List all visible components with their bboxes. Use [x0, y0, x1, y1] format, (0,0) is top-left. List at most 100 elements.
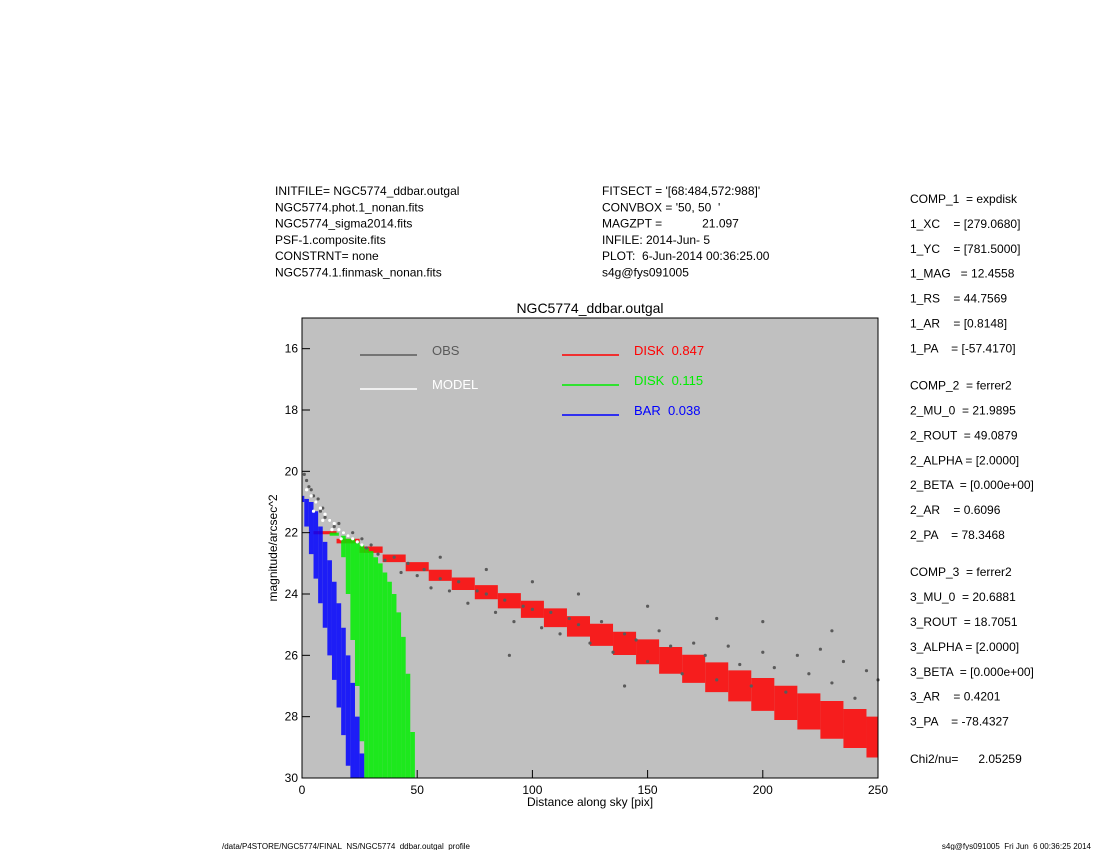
data-point	[316, 497, 320, 501]
header-middle-line: s4g@fys091005	[602, 266, 689, 280]
data-point	[447, 589, 452, 593]
fit-parameter: Chi2/nu= 2.05259	[910, 752, 1022, 766]
header-middle-line: FITSECT = '[68:484,572:988]'	[602, 184, 760, 198]
header-middle-line: INFILE: 2014-Jun- 5	[602, 233, 710, 247]
x-tick-label: 50	[411, 783, 425, 797]
fit-parameter: 2_ALPHA = [2.0000]	[910, 453, 1019, 467]
data-point	[726, 644, 730, 648]
data-point	[337, 528, 341, 532]
data-point	[715, 616, 719, 621]
data-point	[493, 610, 498, 615]
data-point	[830, 681, 834, 685]
fit-parameter: 1_PA = [-57.4170]	[910, 341, 1016, 355]
legend-label: DISK 0.115	[634, 373, 703, 388]
data-point	[332, 521, 336, 526]
x-tick-label: 200	[753, 783, 773, 797]
y-tick-label: 30	[285, 771, 299, 785]
data-point	[305, 488, 309, 492]
plot-frame	[301, 317, 879, 779]
header-left-line: PSF-1.composite.fits	[275, 233, 386, 247]
data-point	[466, 601, 470, 605]
y-tick-label: 22	[285, 526, 299, 540]
data-point	[309, 488, 313, 492]
data-point	[599, 620, 604, 624]
data-point	[761, 620, 765, 624]
data-point	[784, 690, 788, 694]
data-point	[330, 528, 334, 532]
y-tick-label: 20	[285, 464, 299, 478]
data-point	[351, 531, 355, 535]
data-point	[475, 589, 479, 593]
data-point	[818, 647, 823, 651]
fit-parameter: 1_RS = 44.7569	[910, 292, 1007, 306]
footer-right: s4g@fys091005 Fri Jun 6 00:36:25 2014	[942, 842, 1092, 850]
data-point	[646, 604, 650, 608]
x-tick-label: 250	[868, 783, 888, 797]
data-point	[376, 552, 380, 556]
data-point	[457, 580, 461, 584]
data-point	[576, 623, 581, 627]
legend-label: OBS	[432, 343, 460, 358]
data-point	[484, 567, 488, 572]
data-point	[512, 620, 516, 624]
x-tick-label: 0	[299, 783, 306, 797]
y-tick-label: 26	[285, 648, 299, 662]
data-point	[588, 641, 592, 645]
y-tick-label: 24	[285, 587, 299, 601]
data-point	[438, 577, 442, 581]
data-point	[323, 512, 327, 516]
data-point	[392, 555, 396, 559]
data-point	[657, 629, 661, 633]
data-point	[305, 478, 309, 483]
data-point	[715, 678, 719, 682]
data-point	[521, 604, 525, 608]
data-point	[669, 644, 673, 648]
data-point	[323, 515, 327, 519]
data-point	[841, 659, 846, 664]
y-tick-label: 16	[285, 342, 299, 356]
x-tick-label: 100	[522, 783, 542, 797]
data-point	[853, 696, 857, 700]
data-point	[830, 629, 834, 633]
fit-parameter: 3_ALPHA = [2.0000]	[910, 640, 1019, 654]
data-point	[311, 494, 316, 498]
data-point	[530, 580, 535, 584]
data-point	[622, 684, 627, 688]
fit-parameter: 3_ROUT = 18.7051	[910, 615, 1018, 629]
fit-parameter: 1_YC = [781.5000]	[910, 242, 1020, 256]
fit-parameter: 2_AR = 0.6096	[910, 503, 1001, 517]
fit-parameter: 2_MU_0 = 21.9895	[910, 404, 1016, 418]
data-point	[738, 662, 742, 667]
data-point	[438, 555, 442, 559]
fit-parameter: 1_MAG = 12.4558	[910, 267, 1015, 281]
data-point	[337, 521, 341, 526]
fit-parameter: 1_XC = [279.0680]	[910, 217, 1020, 231]
fit-parameter: 3_AR = 0.4201	[910, 690, 1001, 704]
header-left-line: NGC5774_sigma2014.fits	[275, 217, 412, 231]
footer-left: /data/P4STORE/NGC5774/FINAL_NS/NGC5774_d…	[222, 842, 471, 850]
data-point	[307, 485, 311, 489]
data-point	[540, 626, 544, 630]
data-point	[328, 518, 332, 523]
data-point	[321, 506, 325, 510]
data-point	[558, 632, 562, 636]
legend-label: MODEL	[432, 377, 478, 392]
data-point	[351, 537, 355, 541]
data-point	[314, 500, 318, 504]
data-point	[318, 506, 323, 510]
chart-title: NGC5774_ddbar.outgal	[516, 300, 663, 316]
data-point	[549, 610, 553, 615]
fit-parameter: 3_PA = -78.4327	[910, 715, 1009, 729]
y-tick-label: 28	[285, 710, 299, 724]
data-point	[341, 531, 346, 535]
data-point	[339, 537, 343, 541]
header-left-line: NGC5774.phot.1_nonan.fits	[275, 200, 424, 214]
data-point	[332, 524, 336, 529]
data-point	[807, 672, 811, 676]
data-point	[321, 518, 325, 523]
data-point	[369, 543, 373, 547]
fit-parameter: 3_BETA = [0.000e+00]	[910, 665, 1034, 679]
data-point	[383, 558, 387, 562]
data-point	[749, 684, 753, 688]
